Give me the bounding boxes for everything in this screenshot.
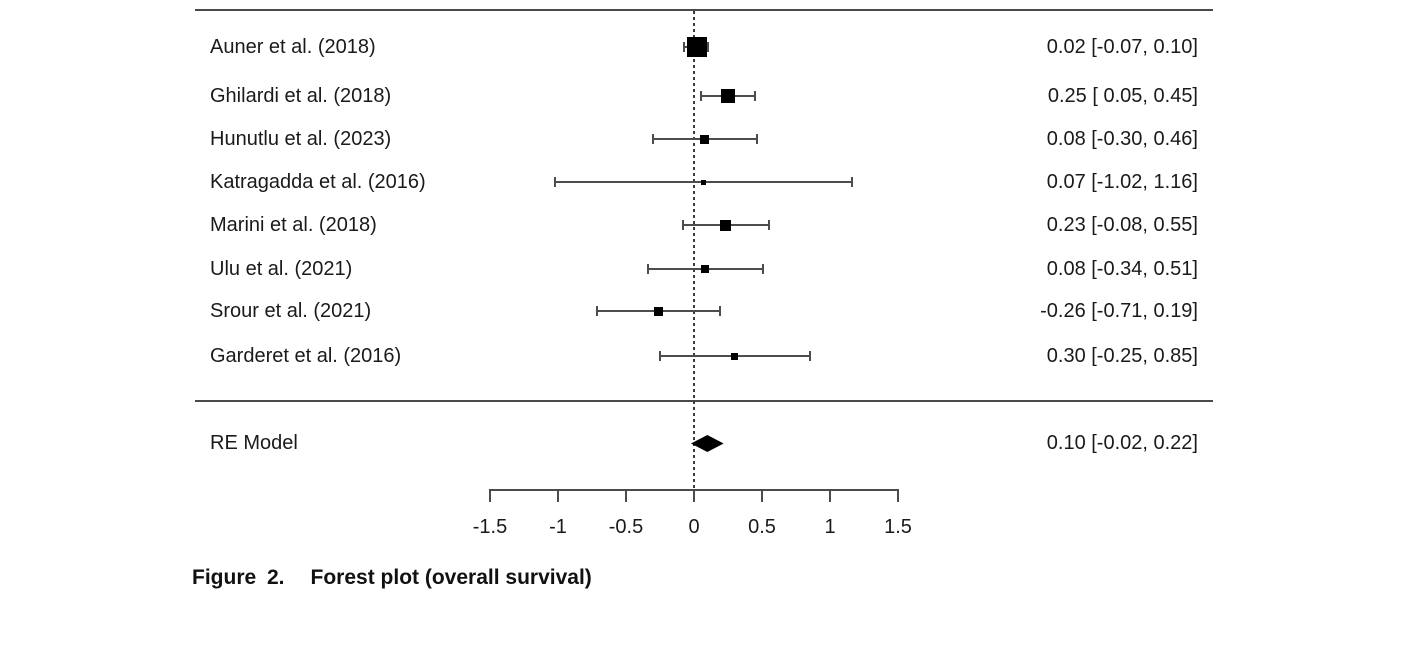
estimate-annotation: 0.08 [-0.34, 0.51]: [1046, 258, 1198, 280]
figure-caption-title: Forest plot (overall survival): [310, 566, 592, 589]
estimate-annotation: 0.23 [-0.08, 0.55]: [1046, 214, 1198, 236]
ci-cap-left: [554, 177, 557, 187]
summary-annotation: 0.10 [-0.02, 0.22]: [1046, 432, 1198, 454]
ci-cap-left: [682, 220, 685, 230]
estimate-marker: [721, 89, 735, 103]
x-axis-tick-label: 1.5: [884, 516, 912, 538]
x-axis-tick: [557, 489, 559, 502]
x-axis-tick-label: 0: [688, 516, 700, 538]
estimate-annotation: 0.25 [ 0.05, 0.45]: [1047, 85, 1198, 107]
x-axis-tick: [829, 489, 831, 502]
ci-cap-right: [767, 220, 770, 230]
ci-cap-right: [718, 306, 721, 316]
estimate-annotation: 0.02 [-0.07, 0.10]: [1046, 36, 1198, 58]
study-label: Srour et al. (2021): [210, 300, 372, 322]
study-label: Ulu et al. (2021): [210, 258, 353, 280]
summary-label: RE Model: [210, 432, 298, 454]
x-axis-tick-label: -1.5: [472, 516, 508, 538]
estimate-annotation: -0.26 [-0.71, 0.19]: [1040, 300, 1198, 322]
ci-cap-right: [808, 351, 811, 361]
study-label: Hunutlu et al. (2023): [210, 128, 392, 150]
estimate-annotation: 0.08 [-0.30, 0.46]: [1046, 128, 1198, 150]
plot-top-rule: [195, 9, 1213, 11]
ci-cap-right: [762, 264, 765, 274]
estimate-marker: [701, 179, 707, 185]
ci-cap-left: [652, 134, 655, 144]
x-axis-tick: [489, 489, 491, 502]
ci-cap-right: [755, 134, 758, 144]
study-label: Garderet et al. (2016): [210, 345, 402, 367]
x-axis-tick: [897, 489, 899, 502]
ci-cap-left: [699, 91, 702, 101]
ci-cap-left: [659, 351, 661, 361]
estimate-marker: [719, 219, 731, 231]
estimate-marker: [700, 265, 709, 273]
study-label: Auner et al. (2018): [210, 36, 376, 58]
ci-cap-left: [596, 306, 599, 316]
estimate-annotation: 0.30 [-0.25, 0.85]: [1046, 345, 1198, 367]
ci-cap-right: [754, 91, 757, 101]
figure-caption: Figure 2. Forest plot (overall survival): [192, 565, 592, 591]
study-label: Ghilardi et al. (2018): [210, 85, 392, 107]
ci-cap-right: [850, 177, 853, 187]
x-axis-tick: [761, 489, 763, 502]
x-axis-tick-label: 1: [824, 516, 836, 538]
estimate-marker: [686, 37, 707, 57]
ci-cap-left: [646, 264, 649, 274]
x-axis-tick-label: -1: [549, 516, 567, 538]
estimate-marker: [700, 134, 710, 144]
estimate-marker: [731, 352, 739, 360]
x-axis-tick-label: 0.5: [748, 516, 776, 538]
ci-cap-right: [706, 42, 709, 52]
figure-caption-label: Figure 2.: [192, 566, 285, 589]
study-label: Marini et al. (2018): [210, 214, 377, 236]
study-label: Katragadda et al. (2016): [210, 171, 426, 193]
estimate-annotation: 0.07 [-1.02, 1.16]: [1046, 171, 1198, 193]
estimate-marker: [654, 306, 664, 316]
x-axis-tick: [693, 489, 695, 502]
x-axis-tick: [625, 489, 627, 502]
reference-line: [693, 11, 695, 490]
x-axis-tick-label: -0.5: [608, 516, 644, 538]
summary-separator-rule: [195, 400, 1213, 402]
summary-diamond: [691, 434, 724, 452]
ci-cap-left: [683, 42, 686, 52]
